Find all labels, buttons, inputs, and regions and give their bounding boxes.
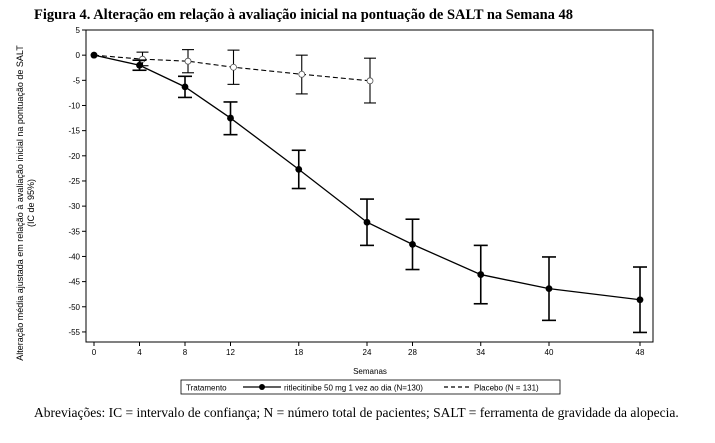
data-point: [545, 285, 553, 293]
series-layer: [90, 49, 647, 334]
y-tick-label: 5: [76, 26, 81, 35]
data-point: [477, 271, 485, 278]
x-tick-label: 34: [476, 348, 485, 357]
y-tick-label: -15: [68, 127, 80, 136]
data-point: [230, 63, 237, 71]
legend-title: Tratamento: [186, 384, 227, 393]
x-tick-label: 24: [363, 348, 372, 357]
y-tick-label: -25: [68, 177, 80, 186]
data-point: [295, 165, 303, 173]
y-tick-label: -35: [68, 227, 80, 236]
y-tick-label: -20: [68, 152, 80, 161]
x-tick-label: 0: [92, 348, 97, 357]
y-tick-label: -50: [68, 303, 80, 312]
data-point: [366, 77, 374, 85]
y-tick-label: -55: [68, 328, 80, 337]
legend-swatch-treatment-marker: [259, 384, 265, 390]
x-tick-label: 4: [137, 348, 142, 357]
data-point: [90, 51, 98, 59]
line-chart: 50-5-10-15-20-25-30-35-40-45-50-550 4 8 12 1…: [68, 26, 654, 395]
data-point: [298, 70, 306, 78]
figure-title: Figura 4. Alteração em relação à avaliaç…: [34, 7, 574, 23]
y-tick-label: -5: [73, 76, 81, 85]
x-tick-label: 12: [226, 348, 235, 357]
data-point: [363, 218, 371, 226]
legend-label-placebo: Placebo (N = 131): [474, 384, 539, 393]
y-tick-label: -45: [68, 278, 80, 287]
data-point: [136, 61, 143, 69]
data-point: [139, 55, 146, 63]
series-placebo: [90, 49, 376, 104]
x-tick-label: 28: [408, 348, 417, 357]
legend: Tratamento ritlecitinibe 50 mg 1 vez ao …: [180, 379, 561, 395]
axes: 50-5-10-15-20-25-30-35-40-45-50-550 4 8 12 1…: [68, 26, 645, 357]
x-tick-label: 18: [294, 348, 303, 357]
y-tick-label: 0: [76, 51, 81, 60]
x-tick-label: 48: [636, 348, 645, 357]
series-line: [93, 54, 641, 301]
legend-label-treatment: ritlecitinibe 50 mg 1 vez ao dia (N=130): [284, 384, 423, 393]
x-tick-label: 40: [545, 348, 554, 357]
data-point: [184, 57, 192, 65]
data-point: [227, 114, 234, 122]
x-axis-label: Semanas: [353, 367, 387, 376]
series-line: [93, 54, 371, 82]
y-tick-label: -40: [68, 252, 80, 261]
series-treatment: [90, 51, 647, 334]
abbreviations-note: Abreviações: IC = intervalo de confiança…: [34, 405, 679, 420]
y-tick-label: -30: [68, 202, 80, 211]
data-point: [636, 296, 644, 304]
data-point: [409, 240, 416, 248]
y-tick-label: -10: [68, 101, 80, 110]
x-tick-label: 8: [183, 348, 188, 357]
legend-box: [180, 379, 561, 395]
plot-frame: [85, 29, 654, 343]
data-point: [181, 83, 189, 91]
